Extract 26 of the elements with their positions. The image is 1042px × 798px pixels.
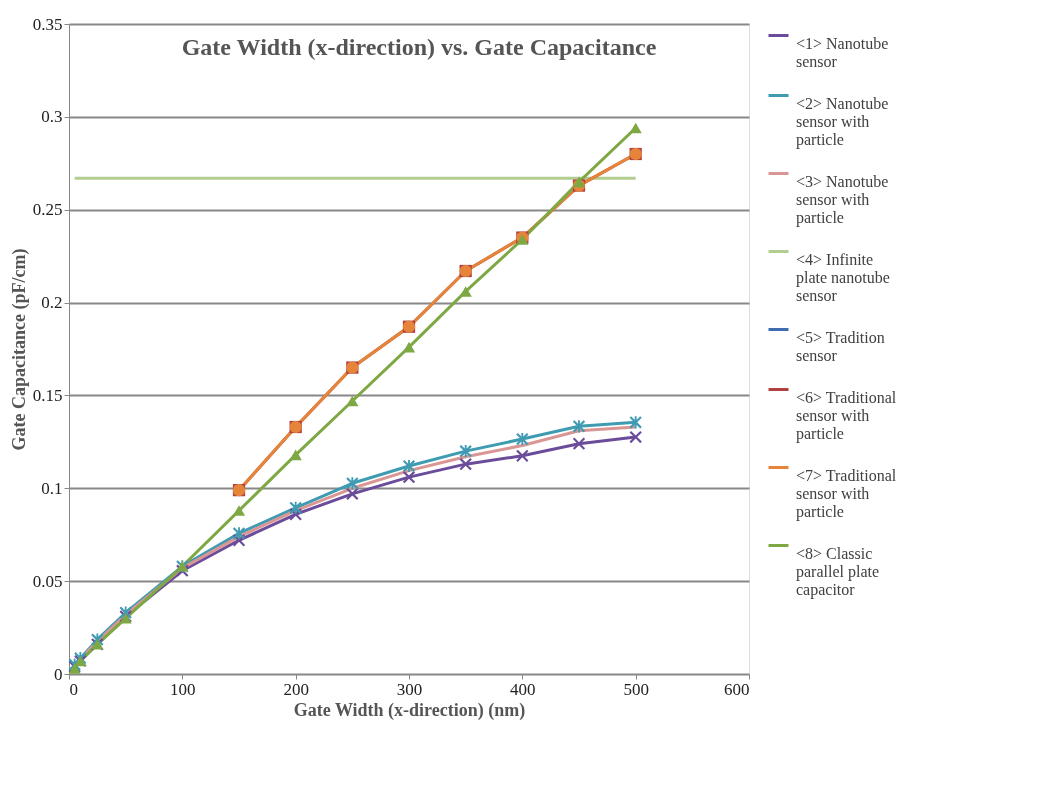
chart-title: Gate Width (x-direction) vs. Gate Capacitance xyxy=(181,34,657,60)
y-tick-label: 0.1 xyxy=(41,478,63,498)
legend-label: <2> Nanotube sensor with particle xyxy=(796,94,889,149)
legend-label: <1> Nanotube sensor xyxy=(796,34,889,70)
x-tick-label: 200 xyxy=(283,679,309,699)
legend-label: <8> Classic parallel plate capacitor xyxy=(796,544,880,599)
y-tick-label: 0.25 xyxy=(32,200,63,220)
y-tick-label: 0.35 xyxy=(32,14,63,34)
x-tick-label: 100 xyxy=(170,679,196,699)
y-tick-label: 0.15 xyxy=(32,385,63,405)
x-tick-label: 0 xyxy=(69,679,78,699)
legend-label: <4> Infinite plate nanotube sensor xyxy=(796,250,890,304)
y-tick-label: 0.3 xyxy=(41,107,63,127)
x-tick-label: 600 xyxy=(724,679,750,699)
y-axis-title: Gate Capacitance (pF/cm) xyxy=(8,248,30,451)
y-tick-label: 0.2 xyxy=(41,293,63,313)
x-axis-title: Gate Width (x-direction) (nm) xyxy=(293,699,526,721)
y-tick-label: 0.05 xyxy=(32,571,63,591)
legend-label: <6> Traditional sensor with particle xyxy=(796,388,897,443)
legend-label: <7> Traditional sensor with particle xyxy=(796,466,897,521)
x-tick-label: 300 xyxy=(396,679,423,699)
x-tick-label: 500 xyxy=(623,679,649,699)
y-tick-label: 0 xyxy=(54,664,63,684)
x-tick-label: 400 xyxy=(510,679,536,699)
legend-label: <5> Tradition sensor xyxy=(796,328,885,364)
legend-label: <3> Nanotube sensor with particle xyxy=(796,172,889,227)
